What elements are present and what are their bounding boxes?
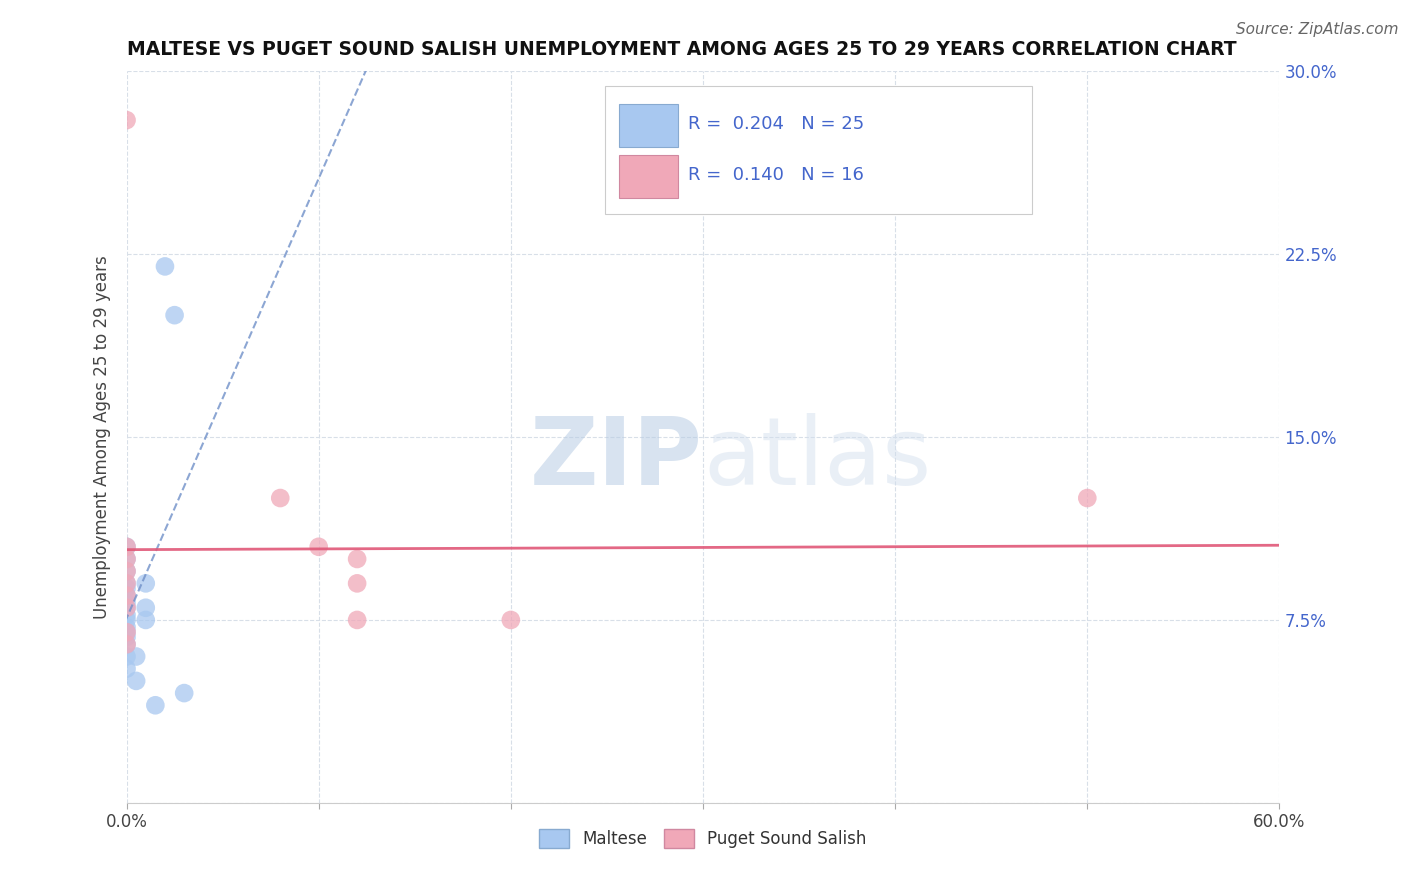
Point [308, 540, 330, 554]
Point [153, 260, 176, 274]
Point [115, 564, 138, 578]
Point [346, 613, 368, 627]
Text: Source: ZipAtlas.com: Source: ZipAtlas.com [1236, 22, 1399, 37]
Point [115, 589, 138, 603]
Point [115, 576, 138, 591]
Point [115, 613, 138, 627]
Point [115, 552, 138, 566]
Point [499, 613, 522, 627]
Point [115, 662, 138, 676]
Point [115, 581, 138, 595]
Point [115, 596, 138, 610]
Point [115, 625, 138, 640]
Point [115, 552, 138, 566]
Point [145, 698, 166, 713]
Legend: Maltese, Puget Sound Salish: Maltese, Puget Sound Salish [531, 821, 875, 856]
Point [115, 540, 138, 554]
Point [115, 649, 138, 664]
Text: R =  0.140   N = 16: R = 0.140 N = 16 [688, 166, 863, 185]
Point [115, 620, 138, 634]
Point [115, 630, 138, 644]
Point [115, 600, 138, 615]
Point [115, 589, 138, 603]
Point [135, 576, 157, 591]
Point [135, 613, 157, 627]
Point [1076, 491, 1098, 505]
FancyBboxPatch shape [619, 155, 678, 198]
Point [346, 576, 368, 591]
Y-axis label: Unemployment Among Ages 25 to 29 years: Unemployment Among Ages 25 to 29 years [93, 255, 111, 619]
Point [125, 649, 148, 664]
Text: MALTESE VS PUGET SOUND SALISH UNEMPLOYMENT AMONG AGES 25 TO 29 YEARS CORRELATION: MALTESE VS PUGET SOUND SALISH UNEMPLOYME… [127, 39, 1236, 59]
Point [115, 637, 138, 651]
Text: ZIP: ZIP [530, 413, 703, 505]
Text: atlas: atlas [703, 413, 931, 505]
Point [115, 608, 138, 623]
Point [346, 552, 368, 566]
Point [115, 113, 138, 128]
Point [115, 625, 138, 640]
Point [115, 600, 138, 615]
Point [115, 637, 138, 651]
Text: R =  0.204   N = 25: R = 0.204 N = 25 [688, 115, 865, 133]
FancyBboxPatch shape [619, 104, 678, 146]
Point [115, 564, 138, 578]
Point [135, 600, 157, 615]
Point [115, 576, 138, 591]
Point [115, 540, 138, 554]
Point [125, 673, 148, 688]
Point [163, 308, 186, 322]
Point [173, 686, 195, 700]
FancyBboxPatch shape [605, 86, 1032, 214]
Point [269, 491, 291, 505]
